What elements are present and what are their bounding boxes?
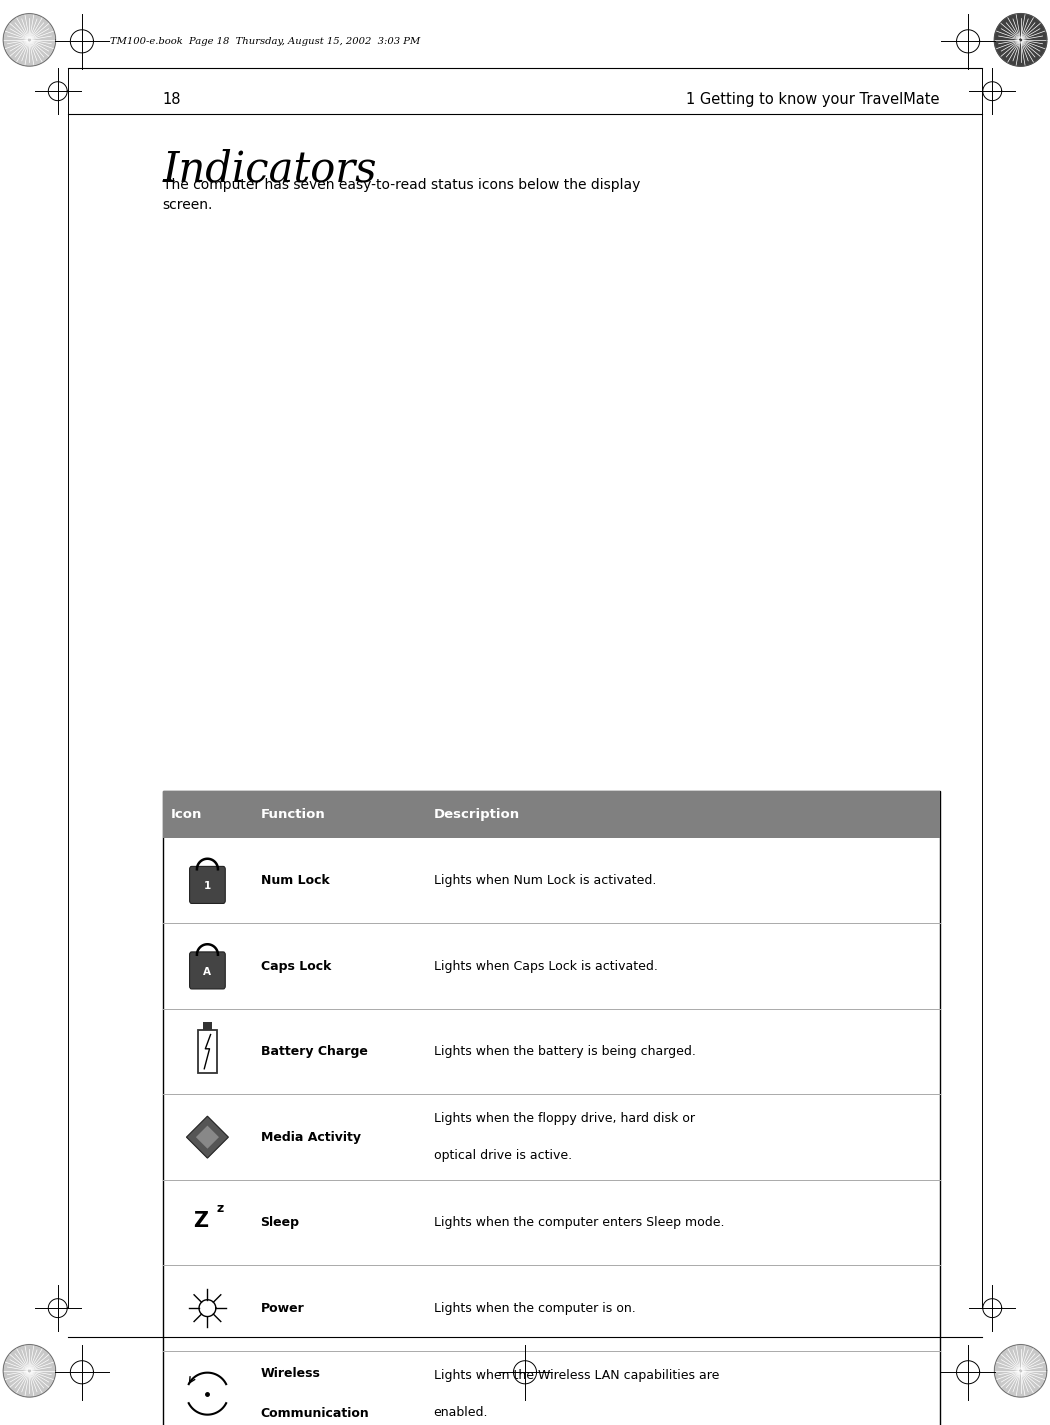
Text: Num Lock: Num Lock	[260, 874, 330, 888]
Text: Indicators: Indicators	[163, 148, 377, 190]
Text: Lights when the computer is on.: Lights when the computer is on.	[434, 1301, 635, 1315]
Text: Communication: Communication	[260, 1406, 370, 1421]
Text: Z: Z	[193, 1211, 209, 1231]
Polygon shape	[187, 1116, 229, 1159]
Bar	[198, 1030, 217, 1073]
Text: 18: 18	[163, 93, 182, 107]
Text: The computer has seven easy-to-read status icons below the display: The computer has seven easy-to-read stat…	[163, 178, 640, 192]
Polygon shape	[3, 1345, 56, 1396]
Polygon shape	[196, 1126, 219, 1149]
Text: enabled.: enabled.	[434, 1405, 488, 1419]
Text: Wireless: Wireless	[260, 1367, 320, 1381]
Text: Power: Power	[260, 1301, 304, 1315]
Text: optical drive is active.: optical drive is active.	[434, 1149, 571, 1163]
FancyBboxPatch shape	[190, 866, 226, 903]
Text: Sleep: Sleep	[260, 1216, 299, 1230]
Text: screen.: screen.	[163, 198, 213, 212]
Bar	[203, 1022, 212, 1030]
Polygon shape	[994, 14, 1047, 66]
Text: Lights when the computer enters Sleep mode.: Lights when the computer enters Sleep mo…	[434, 1216, 724, 1230]
Text: Icon: Icon	[171, 808, 203, 821]
Text: Lights when Num Lock is activated.: Lights when Num Lock is activated.	[434, 874, 656, 888]
Text: Function: Function	[260, 808, 326, 821]
Text: 1: 1	[204, 881, 211, 892]
Bar	[163, 791, 940, 1425]
Text: Caps Lock: Caps Lock	[260, 959, 331, 973]
Text: Lights when Caps Lock is activated.: Lights when Caps Lock is activated.	[434, 959, 657, 973]
Text: z: z	[216, 1201, 224, 1216]
Text: Lights when the Wireless LAN capabilities are: Lights when the Wireless LAN capabilitie…	[434, 1368, 719, 1382]
Text: A: A	[204, 966, 211, 978]
Text: Lights when the battery is being charged.: Lights when the battery is being charged…	[434, 1045, 695, 1059]
Text: TM100-e.book  Page 18  Thursday, August 15, 2002  3:03 PM: TM100-e.book Page 18 Thursday, August 15…	[110, 37, 420, 46]
Text: Lights when the floppy drive, hard disk or: Lights when the floppy drive, hard disk …	[434, 1112, 694, 1126]
Polygon shape	[3, 14, 56, 66]
Text: 1 Getting to know your TravelMate: 1 Getting to know your TravelMate	[687, 93, 940, 107]
FancyBboxPatch shape	[190, 952, 226, 989]
Bar	[163, 791, 940, 838]
Text: Description: Description	[434, 808, 520, 821]
Text: Media Activity: Media Activity	[260, 1130, 360, 1144]
Polygon shape	[994, 1345, 1047, 1396]
Text: Battery Charge: Battery Charge	[260, 1045, 367, 1059]
